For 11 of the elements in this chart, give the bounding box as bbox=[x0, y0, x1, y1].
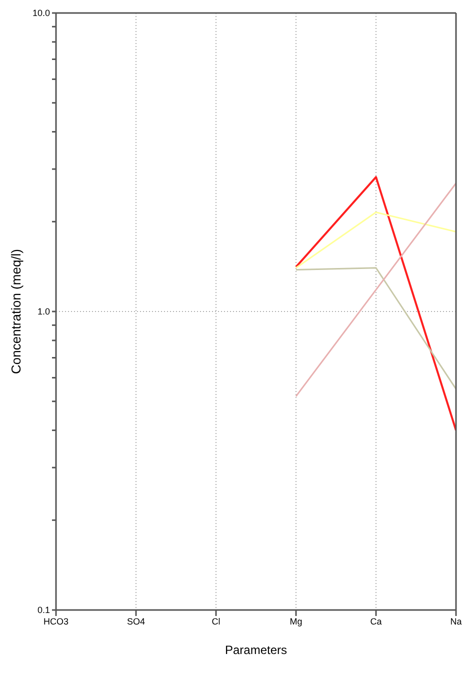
y-tick-label: 0.1 bbox=[37, 605, 50, 616]
y-tick-label: 1.0 bbox=[37, 306, 50, 317]
x-tick-label: Na bbox=[450, 616, 462, 626]
x-tick-label: Cl bbox=[212, 616, 220, 626]
x-tick-label: SO4 bbox=[126, 616, 146, 626]
x-axis-title: Parameters bbox=[224, 643, 288, 657]
x-tick-label: Ca bbox=[370, 616, 382, 626]
y-tick-label: 10.0 bbox=[32, 8, 50, 18]
x-tick-label: Mg bbox=[290, 616, 302, 626]
y-axis-title: Concentration (meq/l) bbox=[8, 249, 24, 374]
x-tick-label: HCO3 bbox=[43, 616, 69, 626]
